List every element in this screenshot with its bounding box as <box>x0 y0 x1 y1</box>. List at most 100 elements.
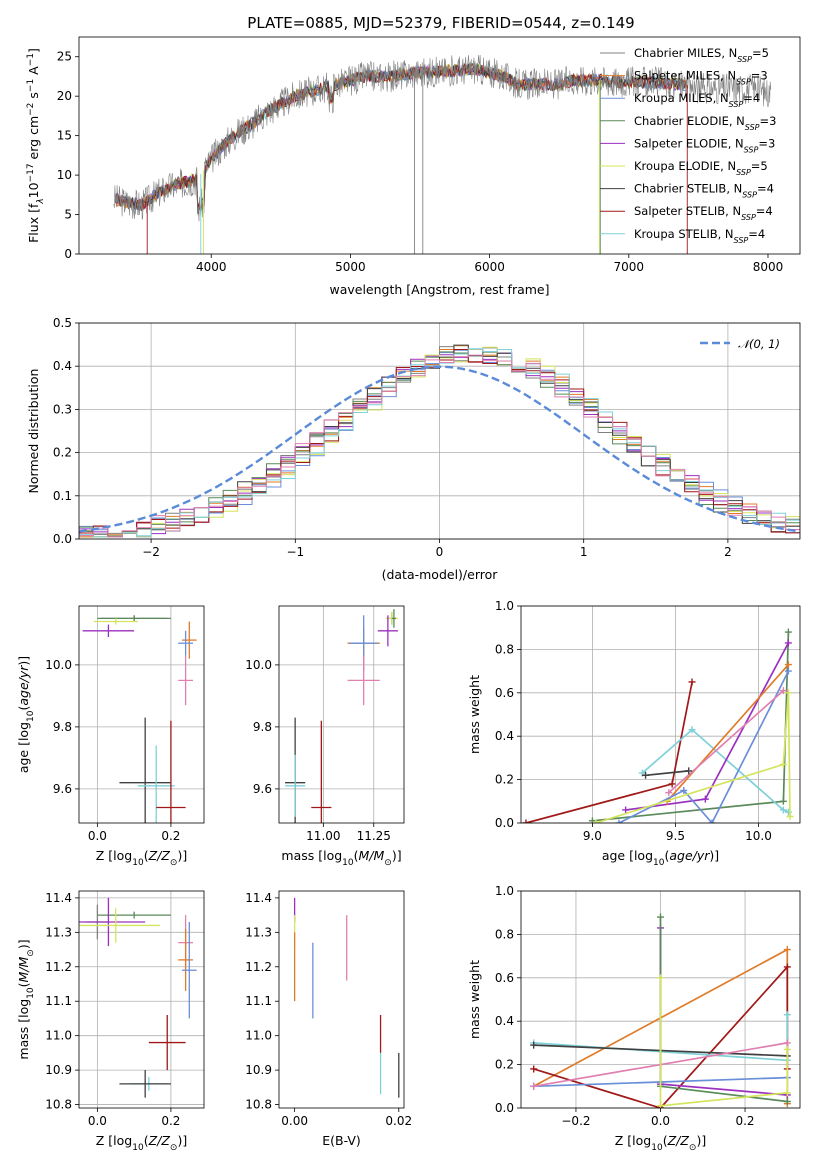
mass-weight-marker <box>783 1089 791 1097</box>
legend: Chabrier MILES, NSSP=5 Salpeter MILES, NS… <box>600 46 776 244</box>
y-tick-label: 0.3 <box>53 402 72 416</box>
y-axis-label: mass [log10​(M/M⊙​)] <box>16 939 36 1059</box>
x-tick-label: 10.0 <box>745 829 772 843</box>
mass-weight-marker <box>530 1065 538 1073</box>
residual-histogram-line <box>79 354 800 538</box>
mass-weight-line <box>595 692 791 823</box>
mass-weight-marker <box>530 1041 538 1049</box>
mass-weight-line <box>668 689 784 794</box>
legend-entry: Kroupa ELODIE, NSSP=5 <box>634 159 768 177</box>
y-tick-label: 10.9 <box>45 1063 72 1077</box>
mass-weight-marker <box>779 806 787 814</box>
error-bars <box>79 897 197 1098</box>
y-tick-label: 0.5 <box>53 316 72 330</box>
panel-mass_vs_ebv: 0.00 0.02 10.8 10.9 11.0 11.1 11.2 11.3 11.4 E(B-… <box>245 890 412 1148</box>
observed-spectrum-line <box>113 54 772 222</box>
y-tick-label: 0.2 <box>53 446 72 460</box>
y-tick-label: 0.0 <box>495 816 514 830</box>
y-tick-label: 0.1 <box>53 489 72 503</box>
y-tick-label: 10.8 <box>245 1098 272 1112</box>
panel-residuals: −2 −1 0 1 2 0.0 0.1 0.2 0.3 0.4 0.5 (data-model)/er… <box>26 316 801 582</box>
mass-weight-marker <box>701 795 709 803</box>
y-axis-label: age [log10​(age/yr)] <box>16 656 36 773</box>
mass-weight-marker <box>657 913 664 921</box>
axes-frame <box>520 890 801 1109</box>
gridlines <box>279 606 404 823</box>
y-tick-label: 11.1 <box>45 994 72 1008</box>
mass-weight-marker <box>784 661 792 669</box>
mass-weight-marker <box>779 797 787 805</box>
x-tick-label: 0.00 <box>281 1114 308 1128</box>
y-tick-label: 5 <box>64 208 72 222</box>
x-tick-label: 0.0 <box>88 1114 107 1128</box>
legend-entry: Chabrier ELODIE, NSSP=3 <box>634 114 776 132</box>
mass-weight-marker <box>522 819 530 823</box>
mass-weight-marker <box>657 974 664 982</box>
y-tick-label: 0.4 <box>53 359 72 373</box>
x-axis-label: age [log10​(age/yr)] <box>602 848 719 868</box>
x-tick-label: 9.5 <box>666 829 685 843</box>
x-tick-label: −0.2 <box>561 1114 590 1128</box>
error-bars <box>293 897 400 1098</box>
mass-weight-marker <box>783 1045 791 1053</box>
error-bars <box>285 609 398 823</box>
spectrum-curves <box>113 54 772 254</box>
x-axis-label: wavelength [Angstrom, rest frame] <box>329 282 549 297</box>
y-tick-label: 0.8 <box>495 642 514 656</box>
mass-weight-line <box>666 664 790 802</box>
mass-weight-marker <box>685 767 693 775</box>
gridlines <box>521 605 800 824</box>
mass-weight-marker <box>783 1039 791 1047</box>
mass-weight-marker <box>622 806 630 814</box>
y-tick-label: 1.0 <box>495 884 514 898</box>
mass-weight-marker <box>783 1011 791 1019</box>
legend-entry: Kroupa MILES, NSSP=4 <box>634 91 760 109</box>
y-tick-label: 0.4 <box>495 1014 514 1028</box>
legend-entry: 𝒩(0, 1) <box>738 337 780 351</box>
y-tick-label: 11.4 <box>245 891 272 905</box>
y-axis-label: mass weight <box>467 960 482 1039</box>
x-tick-label: 0.2 <box>161 1114 180 1128</box>
mass-weight-line <box>625 642 790 811</box>
y-tick-label: 25 <box>57 50 72 64</box>
legend-entry: Kroupa STELIB, NSSP=4 <box>634 227 765 245</box>
y-tick-label: 15 <box>57 129 72 143</box>
axes-frame <box>78 890 205 1109</box>
mass-weight-marker <box>786 812 794 820</box>
panel-mass_vs_Z: 0.0 0.2 10.8 10.9 11.0 11.1 11.2 11.3 11.4 Z [log… <box>16 890 205 1153</box>
x-axis-label: Z [log10​(Z/Z⊙​)] <box>615 1133 706 1153</box>
gridlines <box>79 891 204 1108</box>
legend-entry: Chabrier STELIB, NSSP=4 <box>634 182 774 200</box>
x-tick-label: 0.2 <box>161 829 180 843</box>
weight-lines <box>522 628 794 823</box>
y-tick-label: 11.0 <box>45 1029 72 1043</box>
y-tick-label: 11.4 <box>45 891 72 905</box>
mass-weight-marker <box>783 963 791 971</box>
y-tick-label: 0.2 <box>495 773 514 787</box>
mass-weight-line <box>645 770 689 777</box>
mass-weight-line <box>618 670 790 823</box>
mass-weight-marker <box>779 760 787 768</box>
mass-weight-marker <box>530 1082 538 1090</box>
y-tick-label: 10.8 <box>45 1098 72 1112</box>
y-axis-label: mass weight <box>467 675 482 754</box>
x-axis-label: (data-model)/error <box>382 567 499 582</box>
mass-weight-line <box>592 631 790 822</box>
x-axis-label: mass [log10​(M/M⊙​)] <box>281 848 401 868</box>
mass-weight-line <box>659 917 788 1103</box>
y-axis-label: Flux [fλ​10−17​ erg cm−2​ s−1​ A−1​] <box>26 48 46 243</box>
y-tick-label: 0.2 <box>495 1058 514 1072</box>
axes-frame <box>78 322 801 540</box>
y-tick-label: 0 <box>64 247 72 261</box>
y-tick-label: 10.0 <box>245 658 272 672</box>
x-tick-label: −1 <box>286 545 304 559</box>
x-tick-label: 5000 <box>335 260 366 274</box>
mass-weight-marker <box>668 780 676 788</box>
y-tick-label: 0.8 <box>495 927 514 941</box>
x-tick-label: 0.2 <box>735 1114 754 1128</box>
mass-weight-marker <box>615 819 623 823</box>
y-tick-label: 11.2 <box>45 960 72 974</box>
mass-weight-marker <box>642 771 650 779</box>
y-tick-label: 9.6 <box>53 782 72 796</box>
